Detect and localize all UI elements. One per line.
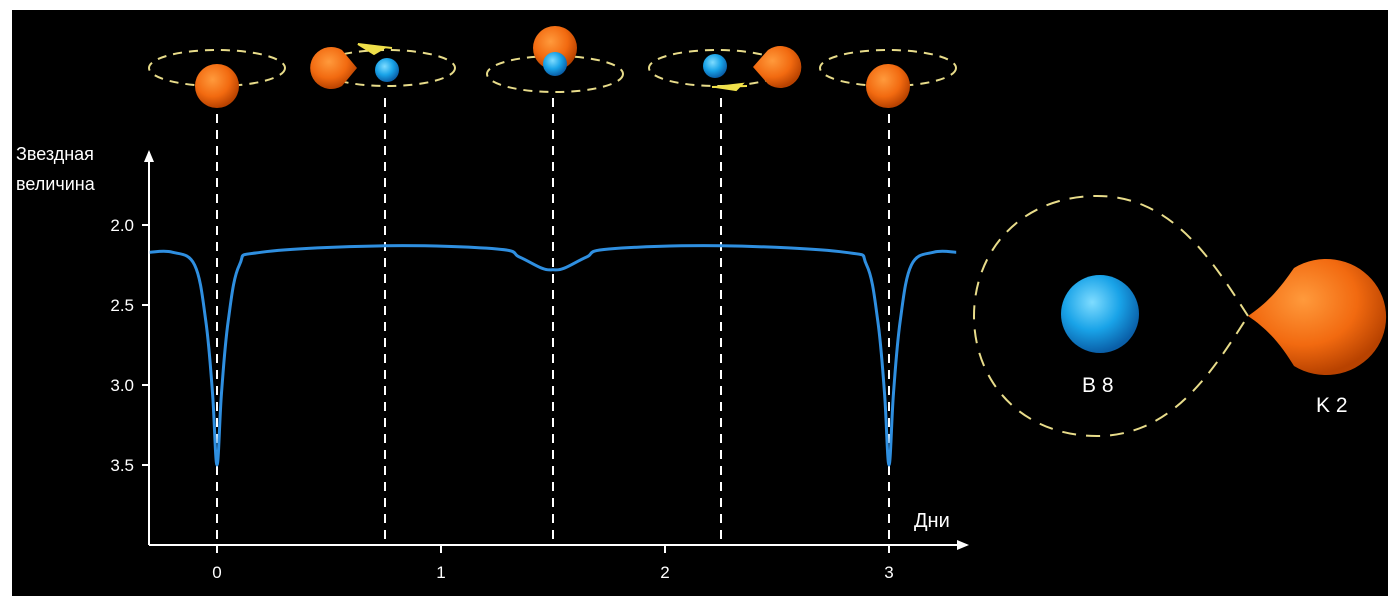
x-tick-label: 1 <box>436 563 445 582</box>
hot-star-icon <box>375 58 399 82</box>
y-axis-label: Звездная <box>16 144 94 164</box>
x-axis-label: Дни <box>914 510 950 532</box>
cool-star-icon <box>866 64 910 108</box>
x-tick-label: 0 <box>212 563 221 582</box>
orbit-phase-full <box>819 49 957 108</box>
y-tick-label: 2.0 <box>110 216 134 235</box>
hot-star-icon <box>543 52 567 76</box>
binary-system-diagram: B 8 K 2 <box>972 194 1387 438</box>
y-ticks: 2.0 2.5 3.0 3.5 <box>110 216 149 475</box>
y-tick-label: 3.0 <box>110 376 134 395</box>
y-tick-label: 2.5 <box>110 296 134 315</box>
cool-star-label: K 2 <box>1316 394 1348 417</box>
orbit-phase-half <box>486 26 624 93</box>
orbit-phase-quarter <box>310 43 456 89</box>
phase-guide-lines <box>216 98 890 545</box>
x-ticks: 0 1 2 3 <box>212 545 894 582</box>
orbit-ellipse <box>486 55 624 93</box>
cool-star-icon <box>753 46 802 88</box>
light-curve-line <box>149 244 957 467</box>
x-tick-label: 2 <box>660 563 669 582</box>
hot-star-icon <box>703 54 727 78</box>
y-tick-label: 3.5 <box>110 456 134 475</box>
hot-star-label: B 8 <box>1082 374 1114 397</box>
cool-star-icon <box>533 26 577 70</box>
orbit-ellipse <box>148 49 286 87</box>
orbit-phase-three-quarter <box>648 46 802 92</box>
orbit-ellipse <box>819 49 957 87</box>
orbit-direction-arrow-icon <box>711 82 748 92</box>
x-tick-label: 3 <box>884 563 893 582</box>
hot-star-icon <box>1061 275 1139 353</box>
cool-star-icon <box>195 64 239 108</box>
roche-lobe-outline <box>972 194 1250 438</box>
y-axis-label: величина <box>16 174 96 194</box>
cool-star-icon <box>1248 259 1387 375</box>
cool-star-icon <box>310 47 357 89</box>
orbit-phase-0 <box>148 49 286 108</box>
orbit-direction-arrow-icon <box>357 43 393 56</box>
